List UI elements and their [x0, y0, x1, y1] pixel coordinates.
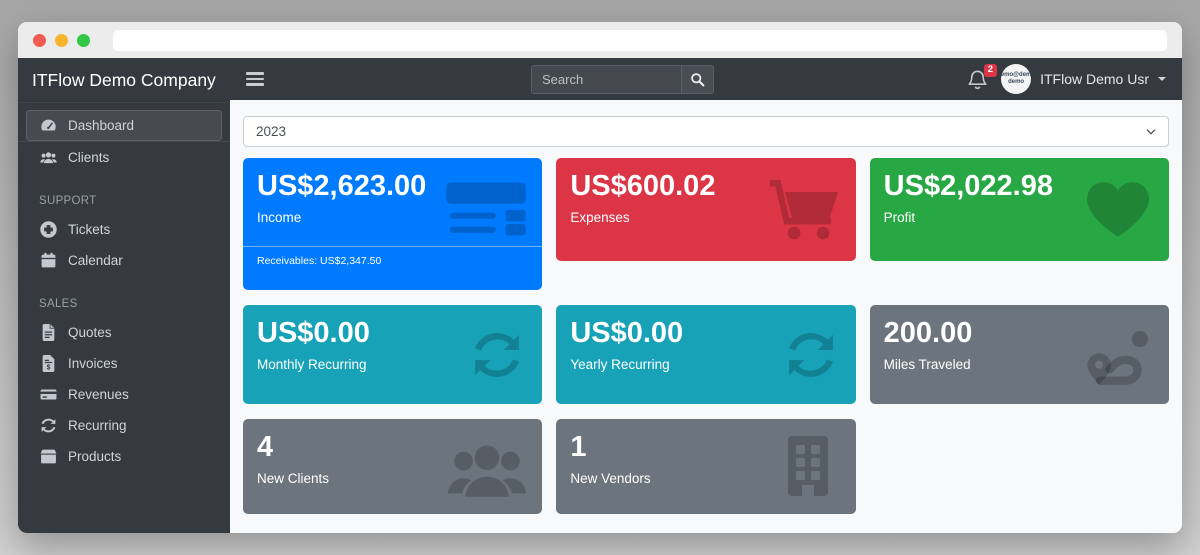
stat-card-profit[interactable]: US$2,022.98 Profit [869, 158, 1169, 261]
stat-value: US$2,022.98 [883, 170, 1053, 202]
close-window-button[interactable] [33, 33, 46, 47]
search-icon [690, 72, 705, 87]
avatar-text: demo@demo [1001, 71, 1032, 78]
file-icon [40, 324, 57, 341]
sidebar-item-label: Quotes [68, 325, 112, 340]
stat-label: Profit [883, 209, 916, 225]
sidebar-divider [18, 141, 230, 142]
app-root: ITFlow Demo Company Dashboard Clients SU… [18, 58, 1182, 533]
address-bar[interactable] [113, 29, 1167, 51]
sidebar: ITFlow Demo Company Dashboard Clients SU… [18, 58, 230, 533]
maximize-window-button[interactable] [77, 33, 90, 47]
stat-value: US$2,623.00 [257, 170, 427, 202]
stat-footer: Receivables: US$2,347.50 [243, 246, 543, 290]
notification-count-badge: 2 [983, 63, 998, 78]
sidebar-item-label: Invoices [68, 356, 118, 371]
sidebar-item-label: Revenues [68, 387, 129, 402]
sidebar-item-tickets[interactable]: Tickets [26, 214, 222, 245]
minimize-window-button[interactable] [55, 33, 68, 47]
sidebar-item-calendar[interactable]: Calendar [26, 245, 222, 276]
stat-card-expenses[interactable]: US$600.02 Expenses [556, 158, 856, 261]
search-button[interactable] [681, 64, 714, 94]
year-select-value: 2023 [256, 124, 287, 139]
avatar-text: demo [1008, 79, 1025, 85]
sidebar-item-products[interactable]: Products [26, 441, 222, 472]
credit-card-icon [40, 386, 57, 403]
avatar: demo@demo demo [1001, 64, 1032, 94]
dashboard-content: 2023 US$2,623.00 Income Receivables: US$… [230, 100, 1182, 533]
sidebar-item-clients[interactable]: Clients [26, 142, 222, 173]
calendar-icon [40, 252, 57, 269]
stat-value: US$0.00 [570, 317, 684, 349]
sidebar-item-revenues[interactable]: Revenues [26, 379, 222, 410]
stat-label: Yearly Recurring [570, 356, 670, 372]
chevron-down-icon [1146, 129, 1156, 135]
browser-titlebar [18, 22, 1182, 58]
sidebar-item-label: Dashboard [68, 118, 135, 133]
stat-label: New Vendors [570, 470, 651, 486]
sidebar-item-dashboard[interactable]: Dashboard [26, 110, 222, 141]
stat-card-new-vendors[interactable]: 1 New Vendors [556, 419, 856, 514]
company-brand[interactable]: ITFlow Demo Company [18, 58, 230, 103]
user-menu[interactable]: demo@demo demo ITFlow Demo Usr [1001, 64, 1166, 94]
sidebar-item-label: Tickets [68, 222, 111, 237]
stat-card-monthly-recurring[interactable]: US$0.00 Monthly Recurring [243, 305, 543, 404]
sidebar-item-invoices[interactable]: Invoices [26, 348, 222, 379]
sidebar-item-label: Products [68, 449, 122, 464]
navbar-right-group: 2 demo@demo demo ITFlow Demo Usr [968, 63, 1166, 94]
sidebar-heading-sales: SALES [39, 298, 78, 310]
search-input[interactable] [531, 64, 681, 94]
life-ring-icon [40, 221, 57, 238]
stat-card-miles-traveled[interactable]: 200.00 Miles Traveled [869, 305, 1169, 404]
user-name: ITFlow Demo Usr [1040, 71, 1149, 87]
sidebar-nav: Dashboard Clients SUPPORT Tickets Calend… [18, 103, 230, 472]
stat-value: 4 [257, 431, 274, 463]
top-navbar: 2 demo@demo demo ITFlow Demo Usr [230, 58, 1182, 100]
browser-window: ITFlow Demo Company Dashboard Clients SU… [18, 22, 1182, 533]
stat-card-grid: US$2,623.00 Income Receivables: US$2,347… [243, 158, 1169, 514]
main-column: 2 demo@demo demo ITFlow Demo Usr 2023 [230, 58, 1182, 533]
stat-value: 1 [570, 431, 587, 463]
stat-card-yearly-recurring[interactable]: US$0.00 Yearly Recurring [556, 305, 856, 404]
sync-icon [40, 417, 57, 434]
file-invoice-dollar-icon [40, 355, 57, 372]
stat-card-income[interactable]: US$2,623.00 Income Receivables: US$2,347… [243, 158, 543, 290]
sidebar-heading-support: SUPPORT [39, 195, 97, 207]
users-icon [40, 149, 57, 166]
sidebar-toggle-button[interactable] [246, 72, 264, 86]
sidebar-item-label: Clients [68, 150, 110, 165]
stat-label: Expenses [570, 209, 630, 225]
search-form [531, 64, 714, 94]
sidebar-item-recurring[interactable]: Recurring [26, 410, 222, 441]
chevron-down-icon [1158, 77, 1166, 81]
stat-card-new-clients[interactable]: 4 New Clients [243, 419, 543, 514]
year-select[interactable]: 2023 [243, 116, 1169, 147]
notifications-button[interactable]: 2 [968, 63, 998, 90]
stat-value: US$600.02 [570, 170, 716, 202]
stat-label: Income [257, 209, 302, 225]
sidebar-item-label: Calendar [68, 253, 123, 268]
stat-value: US$0.00 [257, 317, 370, 349]
sidebar-item-label: Recurring [68, 418, 127, 433]
stat-label: Monthly Recurring [257, 356, 367, 372]
tachometer-icon [40, 117, 57, 134]
stat-label: Miles Traveled [883, 356, 971, 372]
box-icon [40, 448, 57, 465]
stat-label: New Clients [257, 470, 330, 486]
stat-value: 200.00 [883, 317, 973, 349]
sidebar-item-quotes[interactable]: Quotes [26, 317, 222, 348]
